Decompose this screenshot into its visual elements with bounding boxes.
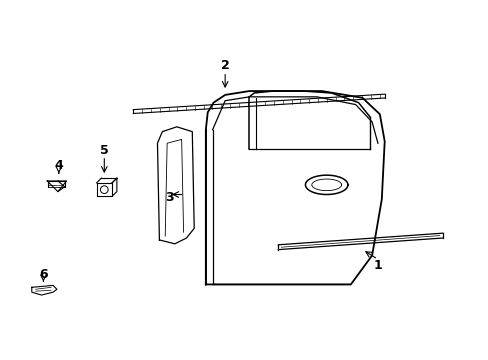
Text: 2: 2: [221, 59, 229, 72]
Text: 6: 6: [39, 268, 48, 281]
Text: 3: 3: [164, 191, 173, 204]
Text: 4: 4: [54, 159, 63, 172]
Text: 5: 5: [100, 144, 108, 157]
Text: 1: 1: [373, 258, 382, 271]
